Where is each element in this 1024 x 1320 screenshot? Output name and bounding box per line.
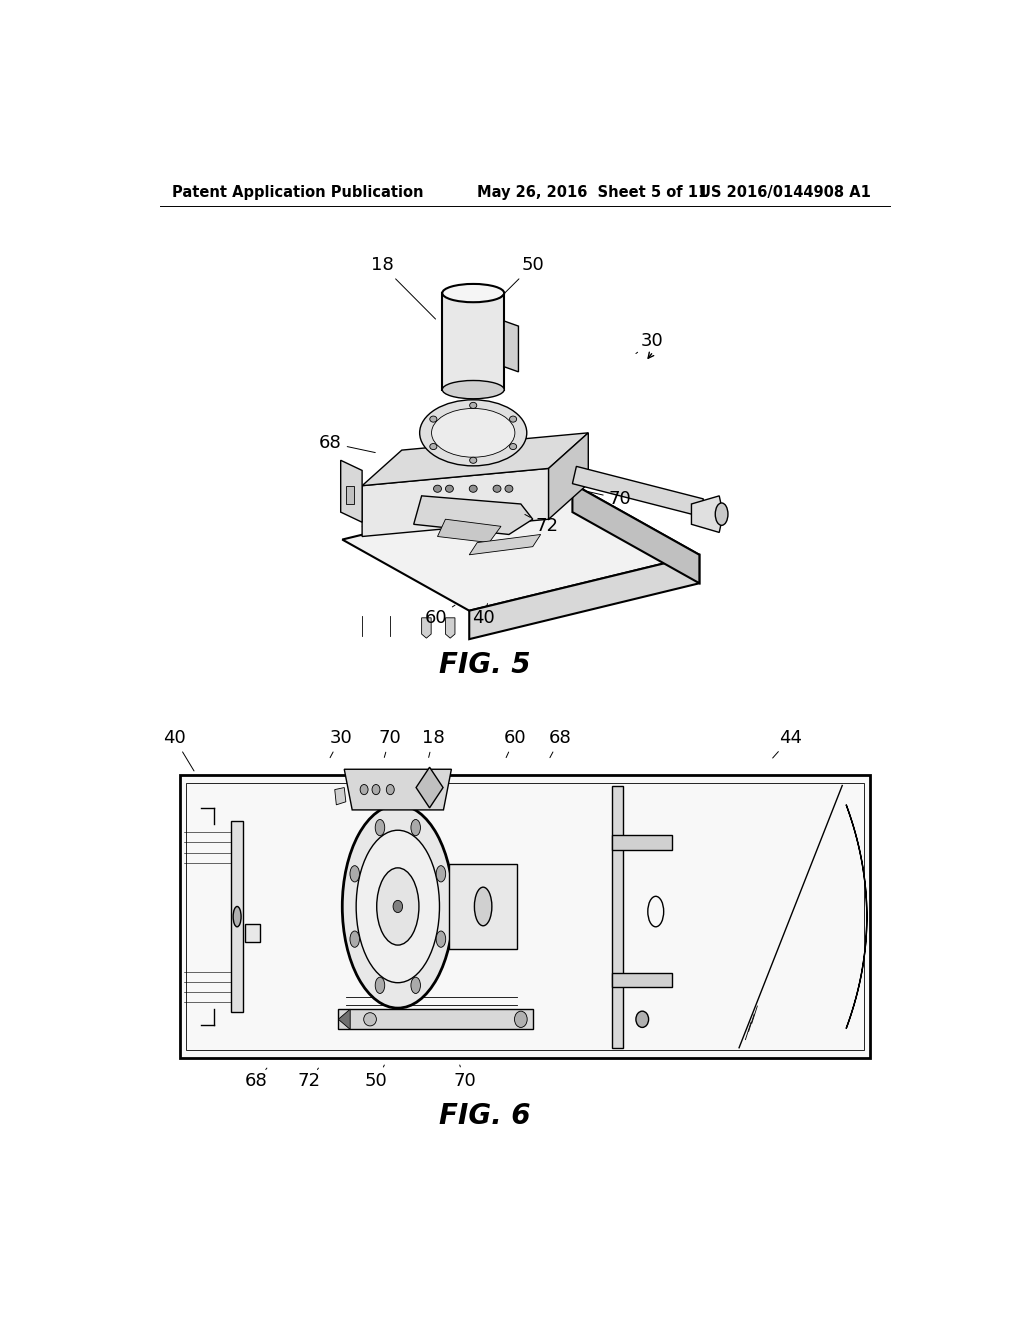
Bar bbox=[612, 785, 624, 1048]
Polygon shape bbox=[362, 433, 588, 486]
Polygon shape bbox=[549, 433, 588, 519]
Polygon shape bbox=[572, 483, 699, 583]
Text: 72: 72 bbox=[297, 1068, 321, 1090]
Text: 68: 68 bbox=[319, 434, 375, 453]
Text: 70: 70 bbox=[379, 729, 401, 758]
Polygon shape bbox=[504, 321, 518, 372]
Ellipse shape bbox=[431, 408, 515, 457]
Ellipse shape bbox=[436, 866, 445, 882]
Text: Patent Application Publication: Patent Application Publication bbox=[172, 185, 423, 201]
Text: 60: 60 bbox=[504, 729, 526, 758]
Polygon shape bbox=[335, 788, 346, 805]
Polygon shape bbox=[414, 496, 532, 535]
Polygon shape bbox=[344, 770, 452, 810]
Text: 40: 40 bbox=[472, 603, 495, 627]
Text: 30: 30 bbox=[330, 729, 352, 758]
Ellipse shape bbox=[470, 403, 477, 408]
Ellipse shape bbox=[470, 457, 477, 463]
Ellipse shape bbox=[469, 486, 477, 492]
Polygon shape bbox=[469, 535, 541, 554]
Ellipse shape bbox=[342, 805, 454, 1008]
Ellipse shape bbox=[636, 1011, 648, 1027]
Polygon shape bbox=[341, 461, 362, 523]
Ellipse shape bbox=[372, 784, 380, 795]
Polygon shape bbox=[437, 519, 501, 543]
Ellipse shape bbox=[350, 866, 359, 882]
Text: 18: 18 bbox=[422, 729, 444, 758]
Ellipse shape bbox=[494, 486, 501, 492]
Text: 50: 50 bbox=[499, 256, 544, 298]
Polygon shape bbox=[442, 293, 504, 389]
Polygon shape bbox=[469, 554, 699, 639]
Text: 68: 68 bbox=[549, 729, 571, 758]
Ellipse shape bbox=[420, 400, 526, 466]
Text: 70: 70 bbox=[454, 1065, 476, 1090]
Ellipse shape bbox=[386, 784, 394, 795]
Text: 72: 72 bbox=[525, 515, 558, 536]
Ellipse shape bbox=[350, 931, 359, 948]
Bar bbox=[231, 821, 243, 1012]
Ellipse shape bbox=[514, 1011, 527, 1027]
Ellipse shape bbox=[430, 416, 437, 422]
Bar bbox=[450, 863, 517, 949]
Polygon shape bbox=[445, 618, 455, 638]
Polygon shape bbox=[691, 496, 723, 532]
Text: May 26, 2016  Sheet 5 of 11: May 26, 2016 Sheet 5 of 11 bbox=[477, 185, 709, 201]
Ellipse shape bbox=[442, 380, 504, 399]
Ellipse shape bbox=[411, 820, 421, 836]
Ellipse shape bbox=[375, 977, 385, 994]
Ellipse shape bbox=[411, 977, 421, 994]
Ellipse shape bbox=[375, 820, 385, 836]
Ellipse shape bbox=[433, 486, 441, 492]
Bar bbox=[612, 836, 672, 850]
Ellipse shape bbox=[364, 1012, 377, 1026]
Polygon shape bbox=[422, 618, 431, 638]
Ellipse shape bbox=[436, 931, 445, 948]
Text: 70: 70 bbox=[587, 490, 632, 508]
Ellipse shape bbox=[442, 284, 504, 302]
Ellipse shape bbox=[430, 444, 437, 450]
Text: US 2016/0144908 A1: US 2016/0144908 A1 bbox=[699, 185, 871, 201]
Text: 60: 60 bbox=[425, 605, 455, 627]
Bar bbox=[338, 1008, 532, 1030]
Text: 50: 50 bbox=[365, 1065, 388, 1090]
Bar bbox=[246, 924, 260, 942]
Text: 18: 18 bbox=[371, 256, 435, 319]
Ellipse shape bbox=[377, 867, 419, 945]
Bar bbox=[612, 973, 672, 987]
Ellipse shape bbox=[356, 830, 439, 982]
Polygon shape bbox=[416, 767, 443, 808]
Polygon shape bbox=[342, 483, 699, 611]
Ellipse shape bbox=[474, 887, 492, 925]
Polygon shape bbox=[362, 469, 549, 536]
Ellipse shape bbox=[510, 416, 517, 422]
Ellipse shape bbox=[393, 900, 402, 912]
Ellipse shape bbox=[360, 784, 368, 795]
Ellipse shape bbox=[715, 503, 728, 525]
Text: FIG. 5: FIG. 5 bbox=[439, 651, 530, 678]
Polygon shape bbox=[572, 466, 703, 516]
Ellipse shape bbox=[233, 907, 241, 927]
Text: 40: 40 bbox=[163, 729, 194, 771]
Bar bbox=[179, 775, 870, 1057]
Ellipse shape bbox=[510, 444, 517, 450]
Polygon shape bbox=[338, 1008, 350, 1030]
Text: 30: 30 bbox=[636, 333, 664, 354]
Bar bbox=[346, 486, 354, 504]
Ellipse shape bbox=[505, 486, 513, 492]
Text: 44: 44 bbox=[773, 729, 802, 758]
Bar bbox=[186, 784, 863, 1049]
Text: FIG. 6: FIG. 6 bbox=[439, 1102, 530, 1130]
Ellipse shape bbox=[445, 486, 454, 492]
Text: 68: 68 bbox=[245, 1068, 268, 1090]
